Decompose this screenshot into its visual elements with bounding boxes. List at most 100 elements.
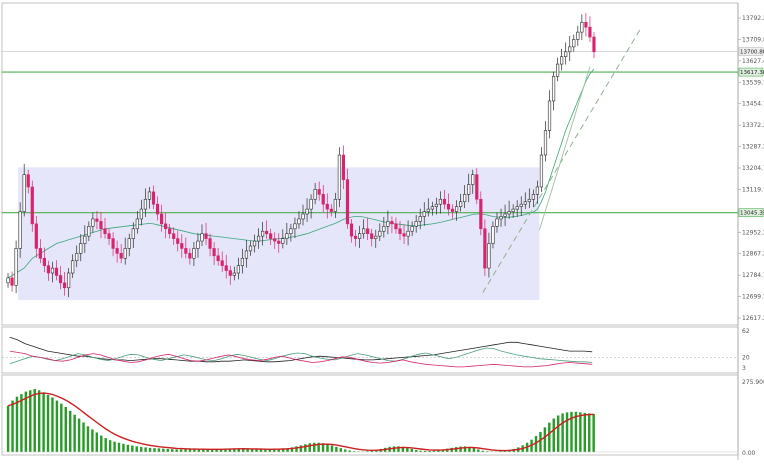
candle[interactable] xyxy=(438,191,443,214)
candle[interactable] xyxy=(50,261,55,283)
candle[interactable] xyxy=(289,223,293,242)
candle[interactable] xyxy=(358,225,362,248)
candle[interactable] xyxy=(374,229,378,248)
candle[interactable] xyxy=(75,245,79,268)
candle[interactable] xyxy=(527,188,531,209)
candle[interactable] xyxy=(164,213,168,239)
candle[interactable] xyxy=(58,266,63,290)
candle[interactable] xyxy=(531,189,535,208)
candle[interactable] xyxy=(572,34,576,52)
candle[interactable] xyxy=(281,229,285,249)
candle[interactable] xyxy=(418,208,422,230)
candle[interactable] xyxy=(378,223,382,242)
candle[interactable] xyxy=(139,199,143,226)
candle[interactable] xyxy=(463,185,467,209)
candle[interactable] xyxy=(370,228,374,247)
candle[interactable] xyxy=(131,222,135,248)
candle[interactable] xyxy=(224,254,228,279)
candle[interactable] xyxy=(83,225,87,253)
candle[interactable] xyxy=(123,237,127,265)
candle[interactable] xyxy=(269,228,273,245)
candle[interactable] xyxy=(208,233,212,257)
candle[interactable] xyxy=(212,242,216,266)
candle[interactable] xyxy=(321,185,325,213)
candle[interactable] xyxy=(10,271,14,292)
candle[interactable] xyxy=(192,242,196,267)
candle[interactable] xyxy=(337,147,341,208)
candle[interactable] xyxy=(71,254,75,278)
candle[interactable] xyxy=(499,208,503,227)
candle[interactable] xyxy=(63,272,67,296)
candle[interactable] xyxy=(248,241,253,256)
candle[interactable] xyxy=(236,257,240,280)
candle[interactable] xyxy=(406,220,410,246)
candle[interactable] xyxy=(99,212,103,239)
price-pane[interactable] xyxy=(2,12,738,301)
candle[interactable] xyxy=(313,183,317,205)
candle[interactable] xyxy=(434,197,438,215)
candle[interactable] xyxy=(503,204,507,226)
candle[interactable] xyxy=(293,217,297,239)
candle[interactable] xyxy=(176,230,180,252)
candle[interactable] xyxy=(34,215,38,258)
candle[interactable] xyxy=(196,233,200,258)
candle[interactable] xyxy=(155,196,160,221)
candle[interactable] xyxy=(390,216,394,234)
candle[interactable] xyxy=(487,232,491,278)
dashed-trend-line[interactable] xyxy=(482,29,641,293)
candle[interactable] xyxy=(14,240,18,294)
candle[interactable] xyxy=(547,90,552,139)
candle[interactable] xyxy=(127,233,131,257)
candle[interactable] xyxy=(261,221,265,246)
candle[interactable] xyxy=(580,14,584,40)
candle[interactable] xyxy=(107,228,111,245)
candle[interactable] xyxy=(42,247,46,273)
candle[interactable] xyxy=(592,32,596,59)
candle[interactable] xyxy=(382,216,386,238)
candle[interactable] xyxy=(46,260,51,281)
candle[interactable] xyxy=(79,234,83,262)
candle[interactable] xyxy=(265,220,269,239)
candle[interactable] xyxy=(277,233,281,253)
candle[interactable] xyxy=(543,121,548,162)
candle[interactable] xyxy=(426,198,430,217)
trend-line[interactable] xyxy=(538,66,591,231)
candle[interactable] xyxy=(111,232,115,257)
candle[interactable] xyxy=(180,234,184,258)
candle[interactable] xyxy=(479,191,483,236)
candle[interactable] xyxy=(184,237,188,259)
candle[interactable] xyxy=(519,196,523,216)
macd-pane[interactable] xyxy=(2,389,738,453)
candle[interactable] xyxy=(38,239,42,264)
candle[interactable] xyxy=(398,220,402,241)
candle[interactable] xyxy=(366,217,370,241)
candle[interactable] xyxy=(301,204,305,226)
candle[interactable] xyxy=(22,163,26,217)
candle[interactable] xyxy=(30,180,34,232)
candle[interactable] xyxy=(18,202,22,258)
candle[interactable] xyxy=(551,71,556,111)
candle[interactable] xyxy=(568,36,572,62)
candle[interactable] xyxy=(216,247,220,266)
candle[interactable] xyxy=(115,240,119,263)
candle[interactable] xyxy=(495,212,499,233)
candle[interactable] xyxy=(584,12,588,37)
candle[interactable] xyxy=(252,234,257,253)
candle[interactable] xyxy=(285,222,289,245)
candle[interactable] xyxy=(523,192,527,210)
candle[interactable] xyxy=(414,215,418,233)
candle[interactable] xyxy=(200,224,204,246)
candle[interactable] xyxy=(244,240,249,268)
candle[interactable] xyxy=(515,200,519,217)
candle[interactable] xyxy=(103,217,107,239)
candle[interactable] xyxy=(172,227,176,245)
candle[interactable] xyxy=(454,200,459,221)
candle[interactable] xyxy=(54,260,59,281)
candle[interactable] xyxy=(442,189,447,210)
candle[interactable] xyxy=(240,248,244,274)
candle[interactable] xyxy=(564,42,568,65)
candle[interactable] xyxy=(232,266,236,281)
candle[interactable] xyxy=(309,194,313,219)
candle[interactable] xyxy=(168,223,172,239)
